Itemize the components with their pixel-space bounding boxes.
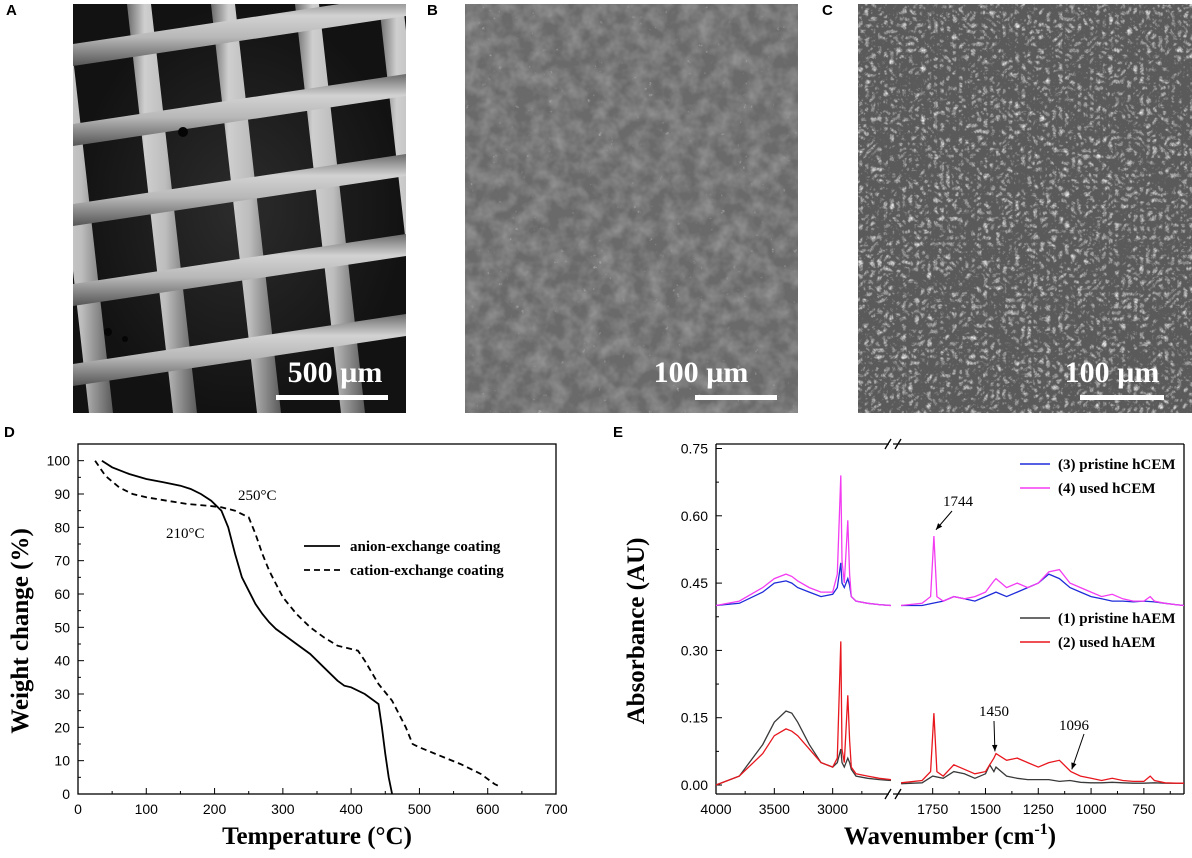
ftir-chart: 4000 3500 3000 1750 1500 1250 1000 750 0.00 0.15 0…	[623, 438, 1185, 850]
sem-image-mesh: 500 µm	[73, 4, 406, 413]
tga-chart: 0 100 200 300 400 500 600 700 0 10 20 30 40 50 60 70 80 9…	[7, 443, 568, 850]
series-line-used-hcem	[900, 535, 1185, 607]
y-axis-label: Weight change (%)	[7, 528, 34, 734]
series-line-used-haem	[900, 713, 1184, 784]
annotation-arrowhead	[992, 744, 998, 752]
x-tick-label: 300	[271, 801, 295, 817]
y-tick-label: 0.15	[681, 710, 708, 726]
x-tick-label: 700	[544, 801, 568, 817]
plot-frame	[77, 443, 557, 795]
x-tick-label: 500	[408, 801, 432, 817]
scale-bar-label-c: 100 µm	[1065, 356, 1160, 389]
y-tick-label: 20	[54, 719, 70, 735]
x-tick-label: 1750	[917, 801, 948, 817]
x-tick-label: 0	[74, 801, 82, 817]
x-tick-label: 400	[339, 801, 363, 817]
scale-bar-label-b: 100 µm	[654, 356, 749, 389]
axis-break-mark	[894, 438, 902, 450]
panel-d-letter: D	[4, 424, 15, 441]
x-tick-label: 3500	[759, 801, 790, 817]
mesh-micrograph: 500 µm	[73, 4, 406, 413]
coating-micrograph-c: 100 µm	[858, 4, 1192, 413]
peak-annotation: 1744	[943, 494, 974, 510]
y-tick-label: 50	[54, 619, 70, 635]
series-line-anion	[101, 459, 393, 795]
series-line-pristine-haem	[900, 763, 1184, 785]
peak-annotation: 1096	[1059, 718, 1090, 734]
legend-label: (3) pristine hCEM	[1058, 457, 1176, 473]
legend-label: (2) used hAEM	[1058, 635, 1156, 651]
axis-break-mark	[894, 788, 902, 800]
annotation-arrowhead	[1071, 762, 1077, 770]
y-tick-label: 0.30	[681, 642, 708, 658]
axis-break-mark	[884, 788, 892, 800]
x-tick-label: 200	[203, 801, 227, 817]
panel-c-letter: C	[822, 2, 833, 19]
series-line-used-haem	[715, 641, 892, 786]
coating-micrograph-b: 100 µm	[465, 4, 798, 413]
panel-a-letter: A	[6, 2, 17, 19]
x-tick-label: 1500	[970, 801, 1001, 817]
y-tick-label: 90	[54, 486, 70, 502]
sem-image-cation-coating: 100 µm	[858, 4, 1192, 413]
y-tick-label: 30	[54, 686, 70, 702]
y-tick-label: 0.00	[681, 777, 708, 793]
annotation-210c: 210°C	[166, 526, 205, 542]
y-tick-label: 60	[54, 586, 70, 602]
peak-annotation: 1450	[979, 704, 1009, 720]
panel-e-letter: E	[613, 424, 624, 441]
annotation-arrowhead	[935, 523, 943, 530]
x-axis-label-superscript: -1	[1034, 821, 1047, 838]
x-tick-label: 1250	[1023, 801, 1054, 817]
x-tick-label: 3000	[817, 801, 848, 817]
sem-image-anion-coating: 100 µm	[465, 4, 798, 413]
y-tick-label: 0	[62, 786, 70, 802]
legend-label: anion-exchange coating	[350, 539, 501, 555]
series-line-cation	[94, 460, 502, 789]
y-tick-label: 80	[54, 519, 70, 535]
y-tick-label: 0.75	[681, 440, 708, 456]
annotation-250c: 250°C	[238, 488, 277, 504]
x-tick-label: 4000	[700, 801, 731, 817]
y-tick-label: 0.45	[681, 575, 708, 591]
x-tick-label: 100	[135, 801, 159, 817]
y-tick-label: 40	[54, 653, 70, 669]
x-axis-label: Temperature (°C)	[222, 823, 412, 850]
x-tick-label: 1000	[1075, 801, 1106, 817]
x-axis-label: Wavenumber (cm-1)	[844, 821, 1056, 850]
y-axis-label: Absorbance (AU)	[623, 538, 650, 725]
y-tick-label: 70	[54, 553, 70, 569]
series-line-pristine-haem	[715, 710, 892, 786]
y-tick-label: 100	[47, 453, 71, 469]
legend-label: cation-exchange coating	[350, 563, 504, 579]
axis-break-mark	[884, 438, 892, 450]
scale-bar-label-a: 500 µm	[288, 356, 383, 389]
series-line-used-hcem	[715, 475, 892, 607]
y-tick-label: 10	[54, 753, 70, 769]
x-axis-label-suffix: )	[1048, 823, 1056, 850]
x-tick-label: 750	[1132, 801, 1156, 817]
x-tick-label: 600	[476, 801, 500, 817]
panel-b-letter: B	[427, 2, 438, 19]
legend-label: (1) pristine hAEM	[1058, 611, 1176, 627]
y-tick-label: 0.60	[681, 508, 708, 524]
legend-label: (4) used hCEM	[1058, 481, 1156, 497]
